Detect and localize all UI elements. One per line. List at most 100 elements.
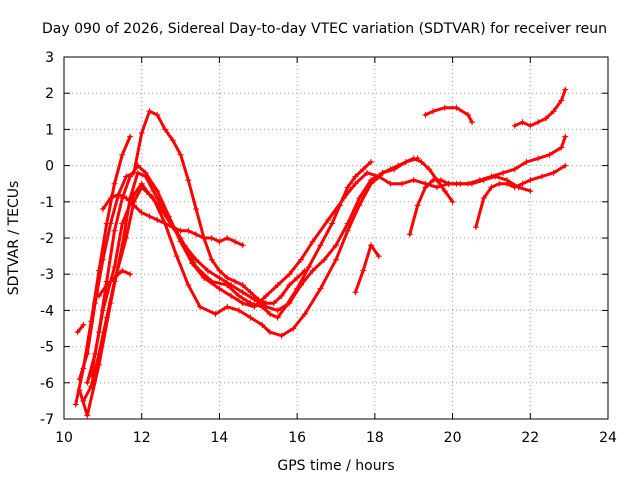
- data-point: [95, 329, 102, 336]
- data-point: [130, 202, 137, 209]
- data-point: [410, 155, 417, 162]
- data-point: [146, 213, 153, 220]
- data-point: [193, 256, 200, 263]
- data-point: [406, 231, 413, 238]
- data-point: [130, 169, 137, 176]
- data-point: [216, 285, 223, 292]
- data-point: [162, 220, 169, 227]
- data-point: [562, 133, 569, 140]
- series-track-8: [95, 267, 134, 299]
- data-point: [434, 184, 441, 191]
- x-tick-label: 18: [366, 430, 384, 446]
- data-point: [80, 365, 87, 372]
- data-point: [95, 267, 102, 274]
- data-point: [488, 184, 495, 191]
- data-point: [538, 173, 545, 180]
- data-point: [535, 119, 542, 126]
- data-point: [527, 187, 534, 194]
- data-point: [367, 158, 374, 165]
- data-point: [239, 289, 246, 296]
- data-point: [235, 307, 242, 314]
- data-point: [333, 242, 339, 249]
- data-point: [228, 282, 235, 289]
- data-point: [441, 187, 448, 194]
- data-point: [80, 397, 87, 404]
- data-point: [72, 401, 79, 408]
- data-point: [375, 253, 382, 260]
- x-tick-label: 14: [211, 430, 229, 446]
- data-point: [84, 379, 91, 386]
- data-point: [88, 318, 95, 325]
- data-point: [344, 220, 351, 227]
- data-point: [224, 235, 231, 241]
- series-line: [353, 243, 381, 294]
- data-point: [430, 108, 437, 115]
- data-point: [410, 177, 417, 184]
- data-point: [360, 166, 367, 173]
- data-point: [270, 300, 277, 307]
- data-point: [352, 173, 359, 180]
- data-point: [329, 220, 336, 227]
- y-tick-label: -4: [40, 303, 54, 319]
- series-track-13: [422, 104, 475, 126]
- data-point: [216, 267, 223, 274]
- data-point: [111, 274, 118, 281]
- series-line: [474, 164, 567, 229]
- data-point: [266, 329, 273, 336]
- data-point: [422, 111, 429, 118]
- data-point: [169, 137, 176, 144]
- data-point: [185, 227, 192, 234]
- data-point: [216, 238, 223, 245]
- data-point: [527, 122, 534, 129]
- data-point: [189, 260, 196, 267]
- series-track-6: [99, 191, 246, 249]
- data-point: [119, 220, 126, 227]
- data-point: [123, 195, 130, 202]
- data-point: [193, 231, 200, 238]
- data-point: [379, 169, 386, 176]
- data-point: [154, 111, 161, 118]
- data-point: [496, 180, 503, 187]
- data-point: [333, 256, 339, 263]
- data-point: [103, 220, 110, 227]
- y-tick-label: 1: [45, 122, 54, 138]
- x-tick-label: 12: [133, 430, 151, 446]
- data-point: [364, 169, 371, 176]
- data-point: [352, 180, 359, 187]
- y-axis-label: SDTVAR / TECUs: [6, 181, 22, 296]
- data-point: [197, 303, 203, 310]
- data-point: [371, 177, 378, 184]
- data-point: [511, 184, 518, 191]
- y-tick-label: 3: [45, 50, 54, 66]
- data-point: [138, 209, 145, 216]
- data-point: [290, 325, 297, 332]
- data-point: [344, 227, 351, 234]
- series-track-3: [84, 155, 421, 386]
- data-point: [263, 292, 270, 299]
- data-point: [123, 173, 130, 180]
- series-line: [513, 88, 567, 128]
- data-point: [130, 191, 137, 198]
- data-point: [251, 303, 258, 310]
- data-point: [138, 130, 145, 137]
- data-series: [72, 86, 569, 419]
- data-point: [360, 267, 367, 274]
- data-point: [165, 213, 172, 220]
- data-point: [414, 202, 421, 209]
- data-point: [115, 191, 122, 198]
- data-point: [146, 191, 153, 198]
- series-track-10: [352, 242, 382, 296]
- data-point: [402, 158, 409, 165]
- y-tick-label: -2: [40, 231, 54, 247]
- data-point: [298, 282, 305, 289]
- data-point: [535, 155, 542, 162]
- data-point: [263, 300, 270, 307]
- data-point: [111, 263, 118, 270]
- data-point: [445, 180, 452, 187]
- data-point: [550, 169, 557, 176]
- data-point: [426, 166, 433, 173]
- data-point: [204, 267, 211, 274]
- series-track-14: [511, 86, 569, 129]
- data-point: [317, 242, 324, 249]
